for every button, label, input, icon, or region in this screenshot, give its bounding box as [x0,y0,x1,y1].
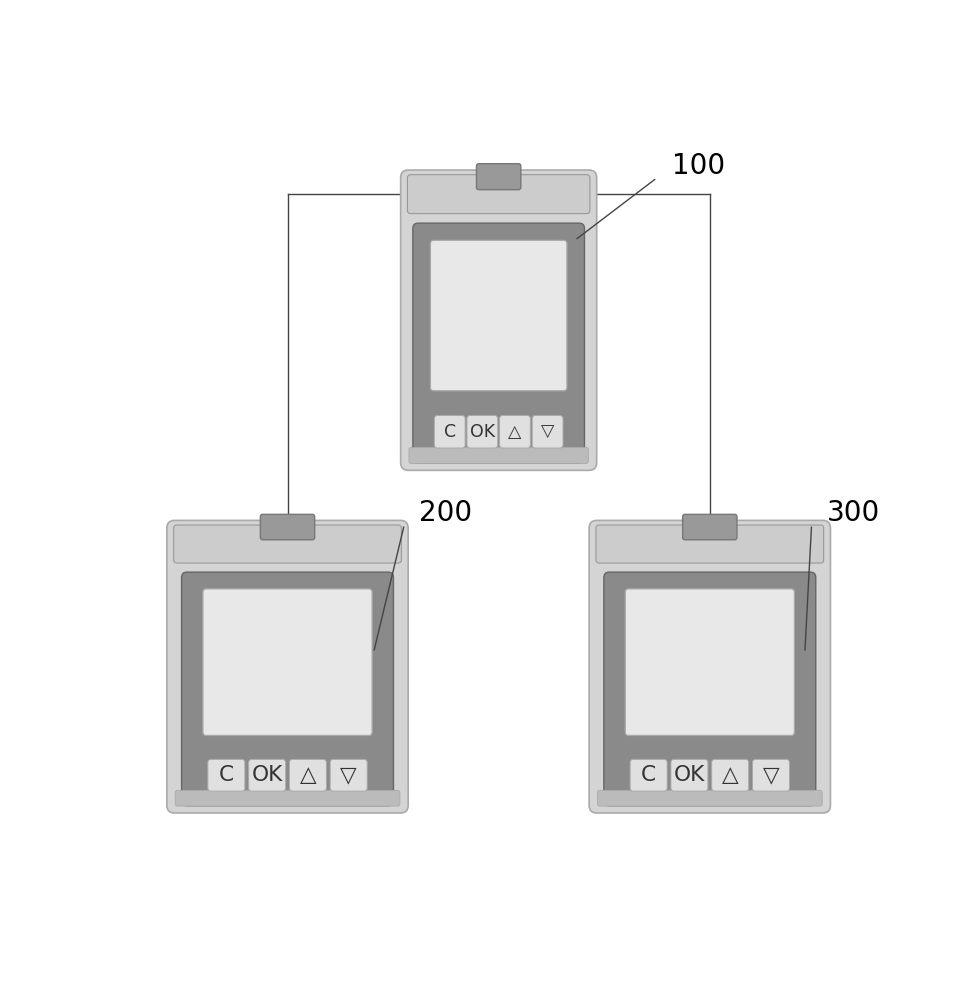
Text: ▽: ▽ [341,765,357,785]
Text: C: C [219,765,234,785]
Text: 200: 200 [419,499,473,527]
FancyBboxPatch shape [430,240,567,391]
FancyBboxPatch shape [499,416,530,448]
Text: OK: OK [673,765,705,785]
FancyBboxPatch shape [595,525,824,563]
FancyBboxPatch shape [683,514,737,540]
Text: △: △ [508,423,522,441]
FancyBboxPatch shape [182,572,393,806]
FancyBboxPatch shape [167,520,409,813]
FancyBboxPatch shape [604,572,815,806]
FancyBboxPatch shape [589,520,831,813]
Text: 100: 100 [672,152,725,180]
FancyBboxPatch shape [434,416,465,448]
FancyBboxPatch shape [413,223,585,463]
FancyBboxPatch shape [208,759,245,791]
FancyBboxPatch shape [477,164,521,190]
Text: OK: OK [470,423,495,441]
Text: C: C [641,765,656,785]
Text: 300: 300 [827,499,880,527]
FancyBboxPatch shape [467,416,498,448]
FancyBboxPatch shape [408,175,590,214]
Text: △: △ [300,765,316,785]
FancyBboxPatch shape [532,416,563,448]
Text: C: C [444,423,455,441]
FancyBboxPatch shape [752,759,789,791]
FancyBboxPatch shape [401,170,596,470]
FancyBboxPatch shape [203,589,372,735]
FancyBboxPatch shape [175,790,400,806]
FancyBboxPatch shape [249,759,286,791]
FancyBboxPatch shape [626,589,794,735]
FancyBboxPatch shape [671,759,708,791]
FancyBboxPatch shape [631,759,667,791]
FancyBboxPatch shape [289,759,326,791]
FancyBboxPatch shape [261,514,314,540]
FancyBboxPatch shape [409,447,589,463]
Text: ▽: ▽ [763,765,779,785]
FancyBboxPatch shape [597,790,822,806]
FancyBboxPatch shape [711,759,748,791]
FancyBboxPatch shape [173,525,402,563]
Text: △: △ [722,765,739,785]
FancyBboxPatch shape [330,759,367,791]
Text: OK: OK [251,765,283,785]
Text: ▽: ▽ [541,423,555,441]
